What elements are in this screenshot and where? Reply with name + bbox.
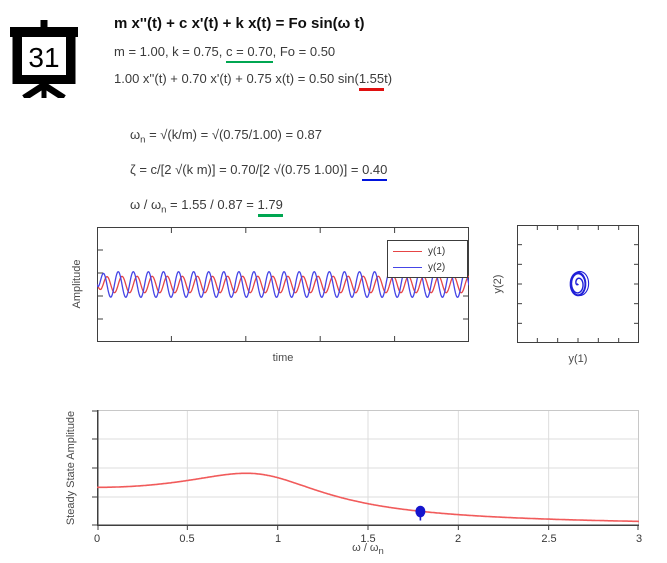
freq-plot-ylabel: Steady State Amplitude [65, 410, 77, 526]
slide-number: 31 [28, 42, 59, 73]
legend-entry-y1: y(1) [393, 246, 462, 257]
damping-ratio-highlight: 0.40 [362, 161, 388, 181]
frequency-response-plot [91, 410, 639, 532]
forcing-frequency-highlight: 1.55 [358, 70, 385, 91]
damping-ratio-line: ζ = c/[2 √(k m)] = 0.70/[2 √(0.75 1.00)]… [130, 161, 388, 181]
x-tick-0: 0 [93, 533, 101, 545]
numeric-equation-line: 1.00 x''(t) + 0.70 x'(t) + 0.75 x(t) = 0… [114, 70, 392, 91]
time-plot-ylabel: Amplitude [71, 259, 83, 309]
x-tick-1: 1 [274, 533, 282, 545]
x-tick-0_5: 0.5 [179, 533, 195, 545]
frequency-ratio-highlight: 1.79 [257, 196, 283, 217]
legend-label-y2: y(2) [428, 261, 446, 273]
x-tick-2_5: 2.5 [541, 533, 557, 545]
equation-title: m x''(t) + c x'(t) + k x(t) = Fo sin(ω t… [114, 15, 365, 32]
damping-param-highlight: c = 0.70 [226, 43, 273, 63]
time-plot-xlabel: time [272, 352, 294, 364]
natural-frequency-line: ωn = √(k/m) = √(0.75/1.00) = 0.87 [130, 127, 322, 146]
x-tick-2: 2 [454, 533, 462, 545]
freq-plot-xlabel: ω / ωn [352, 542, 384, 558]
legend-line-red [393, 250, 422, 252]
parameter-line: m = 1.00, k = 0.75, c = 0.70, Fo = 0.50 [114, 43, 335, 63]
plot-legend: y(1) y(2) [387, 240, 468, 278]
phase-portrait-plot [517, 225, 639, 343]
phase-plot-xlabel: y(1) [568, 353, 588, 365]
frequency-ratio-line: ω / ωn = 1.55 / 0.87 = 1.79 [130, 196, 283, 217]
presentation-screen-icon: 31 [8, 20, 80, 101]
legend-entry-y2: y(2) [393, 262, 462, 273]
x-tick-3: 3 [635, 533, 643, 545]
legend-label-y1: y(1) [428, 245, 446, 257]
phase-plot-ylabel: y(2) [492, 274, 504, 294]
x-tick-1_5: 1.5 [360, 533, 376, 545]
legend-line-blue [393, 266, 422, 268]
